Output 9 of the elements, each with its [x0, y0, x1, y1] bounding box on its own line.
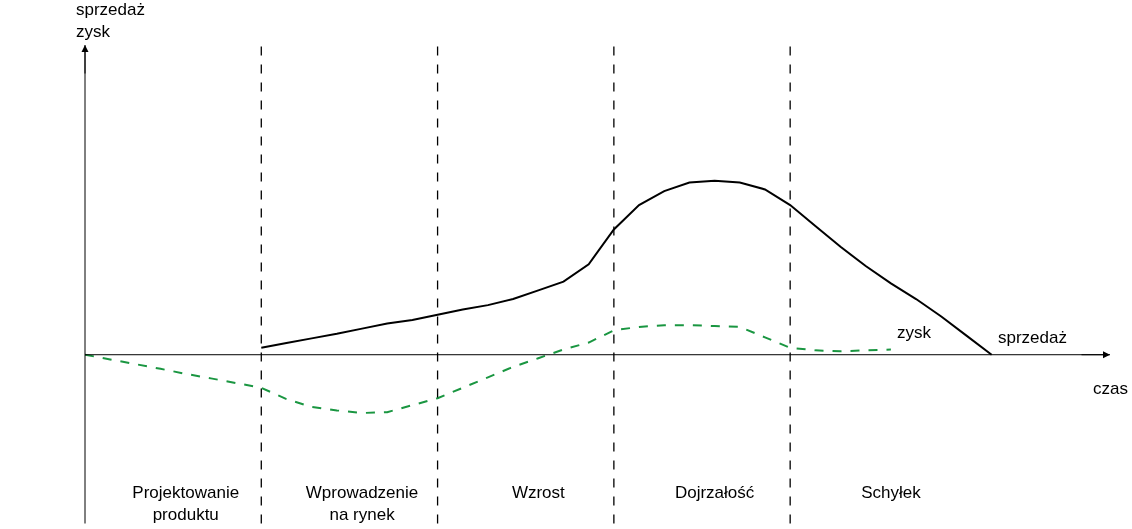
x-axis-title: czas [1093, 379, 1128, 398]
x-tick-label: Wprowadzenie na rynek [305, 483, 419, 525]
series-label: sprzedaż [998, 328, 1067, 347]
text: sprzedaż zysk [76, 0, 145, 42]
series-label: zysk [897, 323, 932, 342]
x-tick-label: Projektowanie produktu [132, 483, 240, 525]
x-tick-label: Dojrzałość [674, 483, 755, 502]
x-tick-label: Wzrost [511, 483, 566, 502]
x-tick-label: Schyłek [861, 483, 922, 502]
